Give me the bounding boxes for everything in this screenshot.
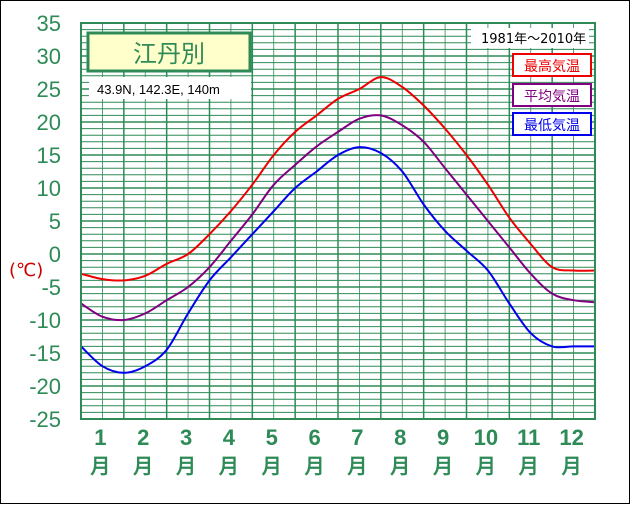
legend: 最高気温 平均気温 最低気温 [512, 53, 592, 136]
month-unit: 月 [561, 454, 582, 478]
mean-temp-line [80, 114, 596, 322]
y-axis-unit: (℃) [9, 260, 43, 281]
month-unit: 月 [304, 454, 325, 478]
month-number: 11 [517, 425, 540, 450]
month-unit: 月 [475, 454, 496, 478]
y-tick-label: 25 [37, 77, 61, 102]
y-tick-label: 15 [37, 143, 61, 168]
month-unit: 月 [346, 454, 367, 478]
y-tick-label: -5 [41, 275, 61, 300]
month-number: 9 [437, 425, 449, 450]
y-tick-label: 30 [37, 44, 61, 69]
y-tick-label: 0 [49, 242, 61, 267]
legend-box-min [512, 112, 592, 136]
month-number: 12 [559, 425, 583, 450]
legend-box-mean [512, 83, 592, 107]
month-number: 4 [223, 425, 236, 450]
month-unit: 月 [132, 454, 153, 478]
max-temp-line [80, 76, 596, 282]
legend-label-mean: 平均気温 [524, 89, 580, 105]
title-box [86, 31, 252, 73]
legend-label-min: 最低気温 [524, 118, 580, 134]
month-number: 8 [394, 425, 406, 450]
month-number: 1 [94, 425, 106, 450]
y-tick-label: -25 [29, 407, 61, 432]
month-labels: 1 月 2 月 3 月 4 月 5 月 6 月 7 月 8 月 9 月 10 月 11 月 12 月 [89, 425, 583, 478]
period-label: 1981年～2010年 [481, 32, 586, 47]
month-number: 2 [137, 425, 149, 450]
y-tick-label: -20 [29, 374, 61, 399]
month-unit: 月 [218, 454, 239, 478]
y-tick-label: 5 [49, 209, 61, 234]
y-tick-label: -10 [29, 308, 61, 333]
month-number: 3 [180, 425, 192, 450]
month-unit: 月 [518, 454, 539, 478]
chart-title: 江丹別 [133, 40, 205, 68]
y-tick-label: -15 [29, 341, 61, 366]
plot-border [80, 22, 596, 420]
y-tick-label: 20 [37, 110, 61, 135]
station-info: 43.9N, 142.3E, 140m [97, 82, 220, 97]
month-number: 5 [266, 425, 278, 450]
month-number: 7 [351, 425, 363, 450]
y-tick-label: 35 [37, 11, 61, 36]
y-tick-labels: 35 30 25 20 15 10 5 0 -5 -10 -15 -20 -25 [29, 11, 61, 432]
series-lines [80, 76, 596, 374]
legend-label-max: 最高気温 [524, 58, 580, 75]
station-info-bg [89, 77, 251, 99]
month-unit: 月 [175, 454, 196, 478]
month-unit: 月 [432, 454, 453, 478]
y-tick-label: 10 [37, 176, 61, 201]
min-temp-line [80, 146, 595, 374]
month-number: 6 [308, 425, 320, 450]
month-unit: 月 [389, 454, 410, 478]
month-unit: 月 [261, 454, 282, 478]
month-number: 10 [474, 425, 498, 450]
period-bg [471, 28, 589, 48]
month-unit: 月 [89, 454, 110, 478]
legend-box-max [512, 53, 592, 77]
